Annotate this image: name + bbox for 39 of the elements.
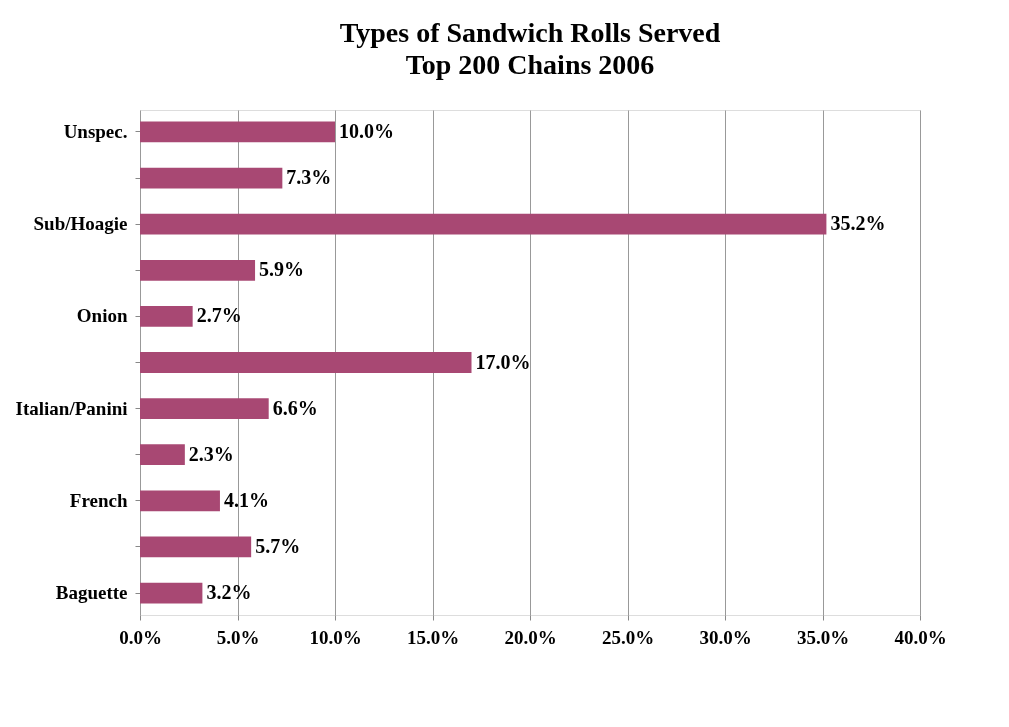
y-tick-label: French [69, 489, 128, 511]
y-tick-label: Onion [76, 305, 128, 327]
data-label: 3.2% [206, 581, 252, 604]
bar [140, 444, 185, 466]
bar [140, 167, 283, 189]
data-label: 6.6% [272, 396, 318, 419]
data-label: 17.0% [475, 350, 531, 373]
bar [140, 490, 220, 512]
bar [140, 352, 472, 373]
x-tick-label: 35.0% [796, 626, 850, 648]
data-label: 10.0% [339, 119, 394, 142]
bar [140, 536, 252, 558]
x-tick-label: 20.0% [504, 626, 557, 648]
chart-subtitle: Top 200 Chains 2006 [405, 49, 655, 80]
chart-title: Types of Sandwich Rolls Served [339, 17, 721, 48]
data-label: 7.3% [286, 166, 332, 189]
x-tick-label: 30.0% [699, 626, 752, 648]
bar [140, 398, 269, 419]
bar [140, 582, 203, 604]
x-tick-label: 15.0% [406, 626, 460, 648]
bar [140, 306, 193, 327]
bar [140, 213, 827, 235]
y-tick-label: Sub/Hoagie [33, 213, 128, 235]
bar [140, 121, 335, 143]
y-tick-label: Unspec. [63, 120, 128, 142]
x-tick-label: 5.0% [216, 626, 260, 648]
x-tick-label: 0.0% [119, 626, 162, 648]
data-label: 35.2% [830, 212, 886, 235]
x-tick-label: 10.0% [309, 626, 362, 648]
bar [140, 259, 256, 281]
data-label: 5.7% [255, 534, 301, 557]
y-tick-label: Italian/Panini [15, 397, 128, 419]
data-label: 2.7% [196, 304, 242, 327]
x-tick-label: 25.0% [601, 626, 655, 648]
x-tick-label: 40.0% [894, 626, 947, 648]
data-label: 2.3% [188, 442, 234, 465]
data-label: 5.9% [259, 258, 305, 281]
y-tick-label: Baguette [55, 582, 128, 604]
data-label: 4.1% [223, 488, 269, 511]
